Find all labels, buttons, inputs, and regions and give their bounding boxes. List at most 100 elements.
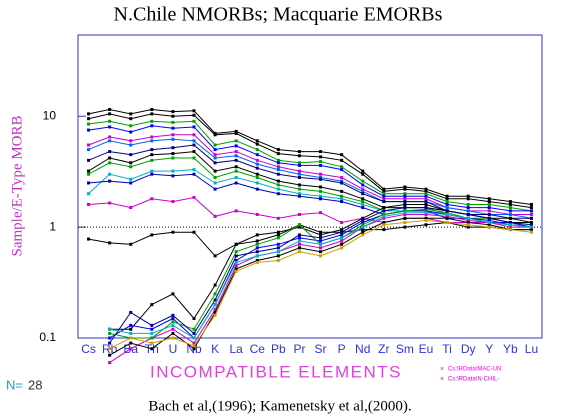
- x-tick-label: U: [169, 342, 178, 356]
- data-point: [234, 165, 238, 169]
- data-point: [87, 158, 91, 162]
- data-point: [297, 176, 301, 180]
- data-point: [192, 125, 196, 129]
- data-point: [171, 133, 175, 137]
- data-point: [382, 212, 386, 216]
- data-point: [319, 254, 323, 258]
- data-point: [276, 258, 280, 262]
- data-point: [150, 153, 154, 157]
- data-point: [319, 250, 323, 254]
- data-point: [129, 327, 133, 331]
- data-point: [171, 114, 175, 118]
- x-tick-label: Dy: [461, 342, 476, 356]
- data-point: [192, 344, 196, 348]
- data-point: [403, 221, 407, 225]
- data-point: [424, 189, 428, 193]
- data-point: [319, 239, 323, 243]
- data-point: [192, 109, 196, 113]
- data-point: [150, 336, 154, 340]
- data-point: [403, 194, 407, 198]
- data-point: [213, 254, 217, 258]
- data-point: [529, 225, 533, 229]
- data-point: [171, 316, 175, 320]
- data-point: [171, 292, 175, 296]
- data-point: [234, 169, 238, 173]
- data-point: [255, 162, 259, 166]
- data-point: [276, 183, 280, 187]
- data-point: [171, 331, 175, 335]
- data-point: [255, 181, 259, 185]
- data-point: [255, 148, 259, 152]
- data-point: [129, 117, 133, 121]
- data-point: [234, 250, 238, 254]
- data-point: [255, 254, 259, 258]
- data-point: [466, 194, 470, 198]
- data-point: [129, 341, 133, 345]
- data-point: [234, 181, 238, 185]
- data-point: [319, 242, 323, 246]
- data-point: [276, 250, 280, 254]
- data-point: [129, 206, 133, 210]
- data-point: [487, 223, 491, 227]
- series-line: [88, 138, 532, 219]
- data-point: [255, 260, 259, 264]
- data-point: [276, 179, 280, 183]
- data-point: [87, 148, 91, 152]
- data-point: [297, 169, 301, 173]
- data-point: [529, 230, 533, 234]
- data-point: [319, 246, 323, 250]
- data-point: [319, 172, 323, 176]
- data-point: [508, 202, 512, 206]
- data-point: [150, 233, 154, 237]
- data-point: [508, 225, 512, 229]
- data-point: [150, 303, 154, 307]
- data-point: [466, 216, 470, 220]
- x-tick-label: La: [230, 342, 244, 356]
- data-point: [87, 117, 91, 121]
- data-point: [108, 361, 112, 365]
- plot-frame: [77, 34, 543, 339]
- data-point: [150, 331, 154, 335]
- data-point: [276, 246, 280, 250]
- x-tick-label: Yb: [503, 342, 518, 356]
- data-point: [487, 221, 491, 225]
- data-point: [340, 197, 344, 201]
- data-point: [213, 298, 217, 302]
- data-point: [171, 323, 175, 327]
- data-point: [340, 153, 344, 157]
- data-point: [445, 211, 449, 215]
- data-point: [213, 148, 217, 152]
- series-line: [88, 125, 532, 212]
- series-line: [88, 173, 532, 228]
- data-point: [403, 197, 407, 201]
- data-point: [403, 225, 407, 229]
- data-point: [87, 112, 91, 116]
- data-point: [234, 267, 238, 271]
- data-point: [361, 192, 365, 196]
- data-point: [234, 154, 238, 158]
- data-point: [466, 225, 470, 229]
- x-tick-label: Pr: [293, 342, 305, 356]
- data-point: [171, 156, 175, 160]
- data-point: [466, 209, 470, 213]
- data-point: [150, 124, 154, 128]
- data-point: [129, 153, 133, 157]
- data-point: [129, 331, 133, 335]
- data-point: [487, 202, 491, 206]
- data-point: [171, 152, 175, 156]
- data-point: [297, 192, 301, 196]
- x-tick-label: Sm: [396, 342, 414, 356]
- data-point: [529, 202, 533, 206]
- data-point: [192, 133, 196, 137]
- data-point: [192, 156, 196, 160]
- data-point: [424, 194, 428, 198]
- data-point: [150, 341, 154, 345]
- data-point: [382, 228, 386, 232]
- data-point: [319, 211, 323, 215]
- data-point: [192, 150, 196, 154]
- data-point: [297, 150, 301, 154]
- data-point: [108, 347, 112, 351]
- data-point: [234, 258, 238, 262]
- data-point: [382, 192, 386, 196]
- data-point: [340, 179, 344, 183]
